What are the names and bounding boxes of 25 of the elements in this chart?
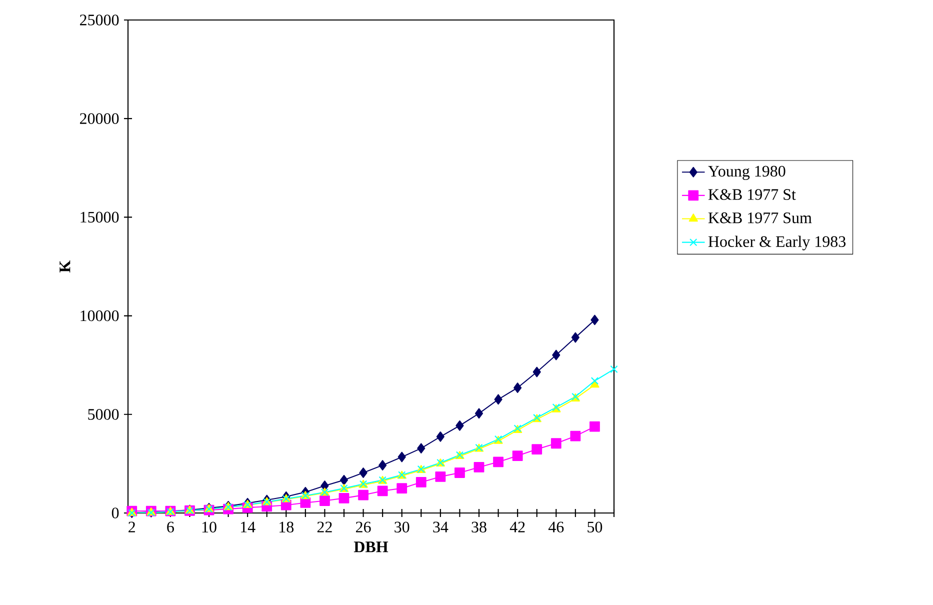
x-tick-label: 34	[433, 522, 448, 532]
x-tick-label: 2	[128, 522, 135, 532]
x-tick-label: 10	[202, 522, 216, 532]
legend-label: Hocker & Early 1983	[708, 236, 846, 250]
legend-label: K&B 1977 St	[708, 189, 796, 200]
x-tick-label: 26	[356, 522, 371, 532]
x-tick-label: 30	[394, 522, 410, 532]
x-tick-label: 42	[510, 522, 525, 532]
y-axis-title: K	[60, 260, 70, 272]
y-tick-label: 10000	[80, 310, 119, 322]
x-tick-label: 46	[548, 522, 564, 532]
x-tick-label: 14	[240, 522, 256, 532]
x-tick-label: 6	[167, 522, 174, 532]
x-tick-label: 22	[317, 522, 332, 532]
x-tick-label: 50	[588, 522, 602, 532]
y-tick-label: 0	[112, 508, 119, 518]
legend-label: Young 1980	[708, 166, 786, 180]
x-tick-label: 18	[280, 522, 294, 532]
x-tick-label: 38	[472, 522, 486, 532]
y-tick-label: 20000	[80, 113, 119, 124]
y-tick-label: 15000	[80, 212, 119, 223]
legend-label: K&B 1977 Sum	[708, 212, 812, 224]
x-axis-title: DBH	[354, 542, 388, 552]
y-tick-label: 5000	[88, 408, 119, 420]
y-tick-label: 25000	[80, 14, 119, 26]
